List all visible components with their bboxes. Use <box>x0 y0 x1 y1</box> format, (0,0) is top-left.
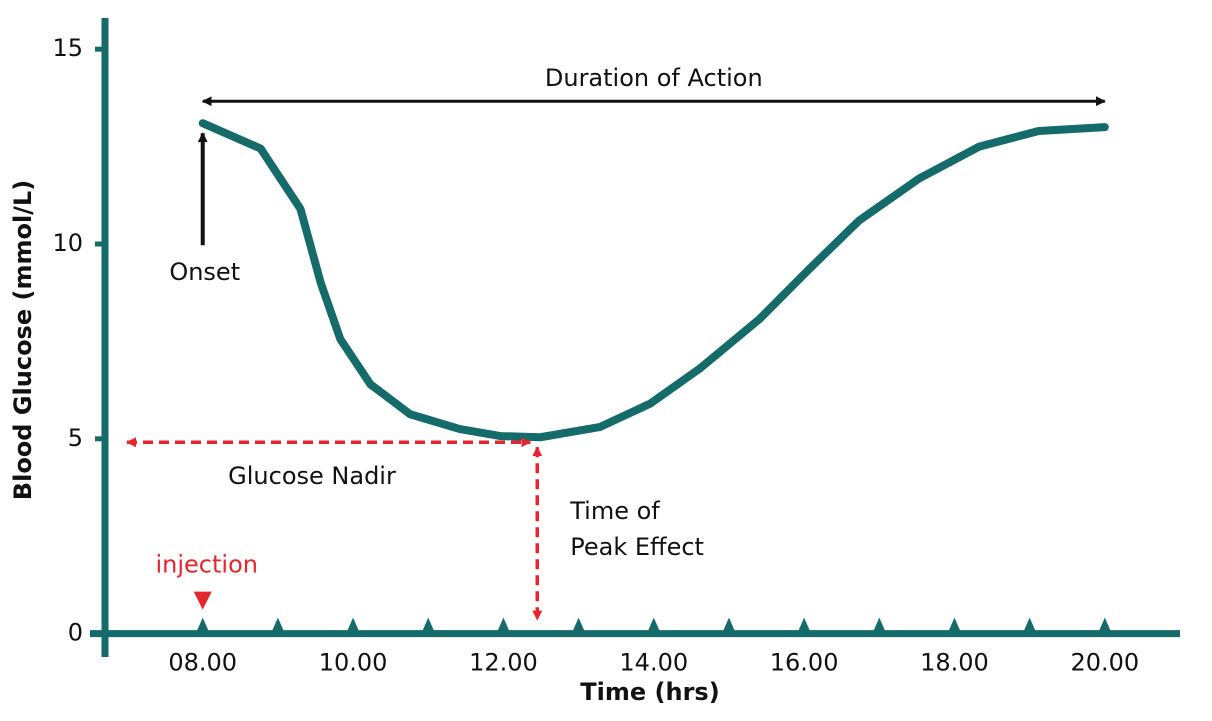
peak-label: Time of <box>569 497 660 525</box>
y-tick-label: 10 <box>52 229 83 257</box>
x-axis-title: Time (hrs) <box>580 678 719 706</box>
x-tick <box>646 617 661 634</box>
y-tick-label: 5 <box>68 424 83 452</box>
x-tick-label: 08.00 <box>168 649 237 677</box>
x-tick <box>346 617 361 634</box>
peak-label: Peak Effect <box>570 533 704 561</box>
x-tick-label: 14.00 <box>619 649 688 677</box>
x-tick <box>571 617 586 634</box>
x-tick <box>1097 617 1112 634</box>
x-tick <box>947 617 962 634</box>
x-tick <box>797 617 812 634</box>
onset-label: Onset <box>169 258 240 286</box>
x-tick <box>195 617 210 634</box>
x-tick-label: 12.00 <box>469 649 538 677</box>
y-tick-label: 0 <box>68 619 83 647</box>
x-tick-label: 20.00 <box>1070 649 1139 677</box>
x-tick <box>421 617 436 634</box>
x-tick-label: 10.00 <box>319 649 388 677</box>
nadir-label: Glucose Nadir <box>228 462 396 490</box>
x-tick <box>721 617 736 634</box>
line-series <box>198 119 1109 442</box>
y-tick-label: 15 <box>52 34 83 62</box>
x-tick <box>872 617 887 634</box>
x-tick <box>270 617 285 634</box>
x-tick <box>496 617 511 634</box>
injection-marker <box>193 591 212 610</box>
x-tick-label: 16.00 <box>770 649 839 677</box>
injection-label: injection <box>155 551 257 579</box>
duration-label: Duration of Action <box>545 64 763 92</box>
x-tick-label: 18.00 <box>920 649 989 677</box>
y-axis-title: Blood Glucose (mmol/L) <box>9 180 37 500</box>
x-tick <box>1022 617 1037 634</box>
